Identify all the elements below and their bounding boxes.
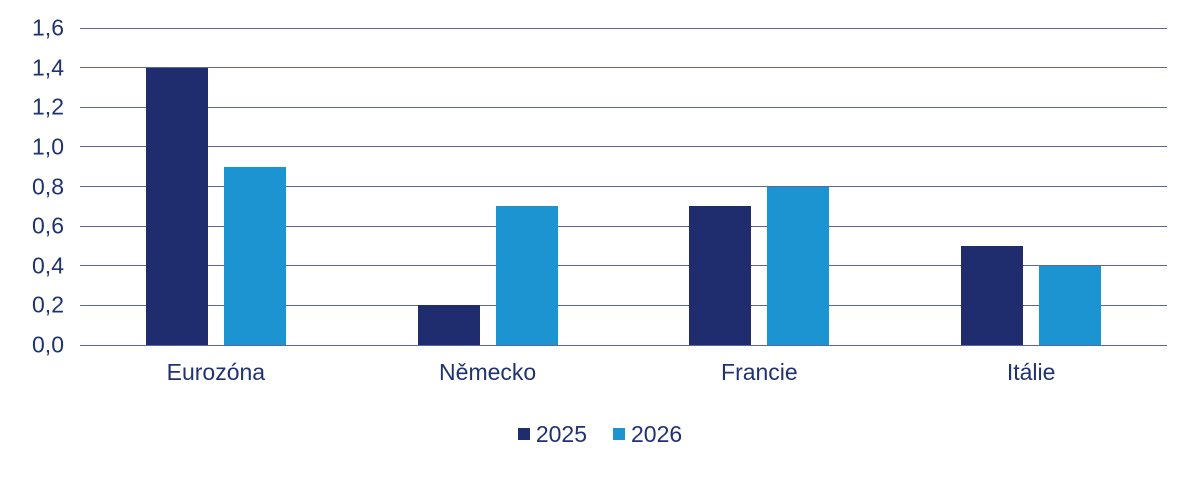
y-tick-label: 0,8 bbox=[32, 173, 64, 199]
legend: 2025 2026 bbox=[0, 419, 1200, 449]
bar-2025-eurozóna bbox=[145, 67, 208, 345]
y-tick-label: 0,4 bbox=[32, 252, 64, 279]
y-tick-label: 1,6 bbox=[32, 14, 64, 41]
gridline bbox=[80, 344, 1167, 346]
y-tick-label: 0,2 bbox=[32, 291, 64, 318]
legend-swatch-icon bbox=[613, 428, 625, 440]
bar-2025-francie bbox=[689, 206, 752, 345]
legend-label: 2026 bbox=[631, 420, 683, 447]
bar-2026-eurozóna bbox=[223, 166, 286, 345]
legend-item-2026: 2026 bbox=[613, 420, 683, 447]
gridline bbox=[80, 106, 1167, 108]
gridline bbox=[80, 304, 1167, 306]
legend-item-2025: 2025 bbox=[517, 420, 587, 447]
gridline bbox=[80, 67, 1167, 69]
legend-swatch-icon bbox=[517, 428, 530, 440]
y-tick-label: 0,0 bbox=[32, 331, 64, 358]
plot-area bbox=[80, 27, 1167, 346]
bar-2026-německo bbox=[495, 206, 558, 345]
x-axis: Eurozóna Německo Francie Itálie bbox=[80, 358, 1167, 388]
gridline bbox=[80, 186, 1167, 187]
x-category-label: Itálie bbox=[1006, 359, 1056, 385]
bar-2026-francie bbox=[767, 186, 830, 345]
bar-2026-itálie bbox=[1039, 265, 1102, 345]
gridline bbox=[80, 225, 1167, 227]
gridline bbox=[80, 27, 1167, 29]
bar-2025-itálie bbox=[961, 245, 1024, 345]
x-category-label: Eurozóna bbox=[166, 359, 266, 385]
bar-2025-německo bbox=[417, 305, 480, 345]
y-tick-label: 1,2 bbox=[32, 93, 64, 120]
gridline bbox=[80, 265, 1167, 267]
y-axis: 0,0 0,2 0,4 0,6 0,8 1,0 1,2 1,4 1,6 bbox=[0, 16, 64, 356]
y-tick-label: 0,6 bbox=[32, 212, 64, 239]
legend-label: 2025 bbox=[535, 420, 587, 447]
x-category-label: Francie bbox=[721, 359, 798, 385]
x-category-label: Německo bbox=[439, 359, 537, 385]
y-tick-label: 1,4 bbox=[32, 54, 64, 81]
gridline bbox=[80, 146, 1167, 148]
y-tick-label: 1,0 bbox=[32, 133, 64, 160]
